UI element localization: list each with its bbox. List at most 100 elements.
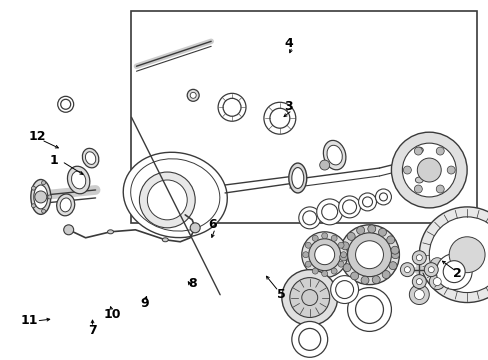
Circle shape xyxy=(338,196,360,218)
Ellipse shape xyxy=(407,145,430,185)
Circle shape xyxy=(337,242,344,248)
Circle shape xyxy=(312,235,318,241)
Circle shape xyxy=(442,261,464,283)
Circle shape xyxy=(298,328,320,350)
Circle shape xyxy=(321,233,327,239)
Ellipse shape xyxy=(71,171,85,189)
Circle shape xyxy=(375,189,390,205)
Circle shape xyxy=(355,296,383,323)
Circle shape xyxy=(281,270,337,325)
Circle shape xyxy=(360,276,368,284)
Ellipse shape xyxy=(410,151,427,179)
Circle shape xyxy=(341,242,348,250)
Circle shape xyxy=(419,207,488,302)
Circle shape xyxy=(342,200,356,214)
Circle shape xyxy=(190,223,200,233)
Ellipse shape xyxy=(57,194,75,216)
Circle shape xyxy=(424,263,437,276)
Circle shape xyxy=(61,99,71,109)
Circle shape xyxy=(403,166,410,174)
Circle shape xyxy=(427,267,433,273)
Circle shape xyxy=(390,132,466,208)
Circle shape xyxy=(339,225,399,285)
Circle shape xyxy=(32,186,36,190)
Circle shape xyxy=(379,193,386,201)
Circle shape xyxy=(187,89,199,101)
Text: 3: 3 xyxy=(284,100,292,113)
Circle shape xyxy=(350,272,358,280)
Circle shape xyxy=(413,289,424,300)
Text: 9: 9 xyxy=(140,297,149,310)
Text: 4: 4 xyxy=(284,36,292,50)
Text: 11: 11 xyxy=(20,314,38,328)
Circle shape xyxy=(302,211,316,225)
Circle shape xyxy=(330,276,358,303)
Circle shape xyxy=(41,181,45,185)
Circle shape xyxy=(343,264,350,272)
Circle shape xyxy=(378,228,386,236)
Circle shape xyxy=(428,217,488,293)
Circle shape xyxy=(147,180,187,220)
Ellipse shape xyxy=(288,163,306,193)
Circle shape xyxy=(435,185,443,193)
Text: 1: 1 xyxy=(49,154,58,167)
Circle shape xyxy=(356,226,364,234)
Circle shape xyxy=(432,278,440,285)
Circle shape xyxy=(305,242,311,248)
Ellipse shape xyxy=(31,180,51,214)
Circle shape xyxy=(269,108,289,128)
Bar xyxy=(131,12,476,223)
Circle shape xyxy=(404,267,409,273)
Circle shape xyxy=(58,96,74,112)
Circle shape xyxy=(411,275,426,289)
Circle shape xyxy=(382,271,389,279)
Circle shape xyxy=(415,255,422,261)
Circle shape xyxy=(390,251,399,259)
Circle shape xyxy=(429,258,443,272)
Circle shape xyxy=(408,285,428,305)
Circle shape xyxy=(305,261,311,267)
Circle shape xyxy=(435,147,443,155)
Circle shape xyxy=(321,204,337,220)
Text: 5: 5 xyxy=(276,288,285,301)
Ellipse shape xyxy=(82,148,99,168)
Circle shape xyxy=(416,158,440,182)
Text: 6: 6 xyxy=(208,218,217,231)
Circle shape xyxy=(339,253,347,261)
Circle shape xyxy=(41,209,45,213)
Circle shape xyxy=(321,271,327,276)
Circle shape xyxy=(308,239,340,271)
Circle shape xyxy=(347,288,390,332)
Circle shape xyxy=(447,166,454,174)
Text: 2: 2 xyxy=(452,267,461,280)
Circle shape xyxy=(347,233,390,276)
Circle shape xyxy=(400,263,413,276)
Circle shape xyxy=(298,207,320,229)
Circle shape xyxy=(358,193,376,211)
Circle shape xyxy=(346,233,354,240)
Circle shape xyxy=(330,235,336,241)
Circle shape xyxy=(362,197,372,207)
Text: 7: 7 xyxy=(88,324,97,337)
Circle shape xyxy=(330,268,336,274)
Circle shape xyxy=(413,185,422,193)
Circle shape xyxy=(371,276,380,284)
Circle shape xyxy=(190,92,196,98)
Ellipse shape xyxy=(60,198,71,212)
Circle shape xyxy=(448,237,484,273)
Circle shape xyxy=(291,321,327,357)
Ellipse shape xyxy=(326,145,342,165)
Circle shape xyxy=(312,268,318,274)
Circle shape xyxy=(223,98,241,116)
Ellipse shape xyxy=(414,177,423,183)
Circle shape xyxy=(48,195,52,199)
Circle shape xyxy=(435,254,471,289)
Circle shape xyxy=(355,241,383,269)
Circle shape xyxy=(139,172,195,228)
Circle shape xyxy=(337,261,344,267)
Ellipse shape xyxy=(162,238,168,242)
Ellipse shape xyxy=(130,159,220,231)
Circle shape xyxy=(319,160,329,170)
Ellipse shape xyxy=(414,147,423,153)
Circle shape xyxy=(302,252,308,258)
